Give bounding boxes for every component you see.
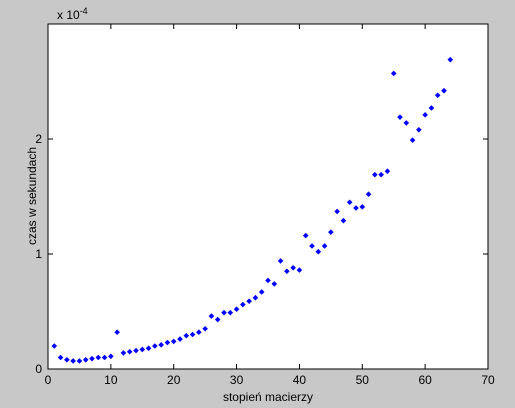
point xyxy=(296,267,303,273)
point xyxy=(64,357,70,363)
point xyxy=(164,339,171,346)
point xyxy=(359,204,366,210)
point xyxy=(277,258,284,264)
point xyxy=(321,243,328,249)
point xyxy=(108,353,114,360)
point xyxy=(378,171,384,178)
point xyxy=(177,336,183,342)
x-axis-label: stopień macierzy xyxy=(223,390,313,404)
point xyxy=(240,301,246,308)
point xyxy=(309,243,315,249)
y-axis-label: czas w sekundach xyxy=(25,147,39,245)
point xyxy=(158,342,164,348)
point xyxy=(246,298,252,304)
point xyxy=(284,268,290,275)
point xyxy=(189,331,196,338)
point xyxy=(57,354,64,361)
point xyxy=(126,348,133,355)
x-tick-label: 0 xyxy=(45,373,52,387)
point xyxy=(208,313,215,319)
y-tick-label: 1 xyxy=(35,247,42,261)
point xyxy=(252,294,259,301)
point xyxy=(233,306,240,312)
point xyxy=(76,358,83,364)
exponent-power: -4 xyxy=(80,6,88,16)
point xyxy=(227,309,234,316)
point xyxy=(196,329,202,335)
point xyxy=(70,358,76,364)
point xyxy=(95,354,102,361)
point xyxy=(265,277,271,284)
point xyxy=(152,343,158,349)
point xyxy=(170,338,177,345)
point xyxy=(372,171,378,178)
point xyxy=(139,346,146,353)
point xyxy=(340,217,347,224)
point xyxy=(441,87,447,94)
point xyxy=(302,232,309,239)
y-tick-label: 2 xyxy=(35,132,42,146)
point xyxy=(422,112,428,118)
point xyxy=(183,332,190,339)
point xyxy=(353,205,359,211)
point xyxy=(290,265,296,271)
point xyxy=(202,325,208,332)
point xyxy=(82,357,89,363)
point xyxy=(271,281,278,287)
point xyxy=(145,345,152,352)
x-tick-label: 20 xyxy=(167,373,181,387)
point xyxy=(397,114,403,120)
point xyxy=(214,316,221,323)
point xyxy=(114,329,120,335)
point xyxy=(390,70,397,77)
point xyxy=(51,343,58,349)
x-tick-label: 70 xyxy=(481,373,495,387)
point xyxy=(89,355,95,362)
y-tick-label: 0 xyxy=(35,362,42,376)
point xyxy=(403,120,410,126)
x-tick-label: 40 xyxy=(293,373,307,387)
point xyxy=(101,354,108,361)
point xyxy=(447,56,454,63)
point xyxy=(384,168,391,174)
point xyxy=(315,248,322,255)
x-tick-label: 60 xyxy=(418,373,432,387)
point xyxy=(334,208,340,215)
x-tick-label: 50 xyxy=(356,373,370,387)
point xyxy=(416,127,422,133)
x-tick-label: 10 xyxy=(104,373,118,387)
y-exponent: x 10-4 xyxy=(57,6,88,22)
point xyxy=(365,191,372,197)
point xyxy=(133,347,139,354)
point xyxy=(221,309,227,316)
point xyxy=(428,105,435,111)
x-tick-label: 30 xyxy=(230,373,244,387)
point xyxy=(328,229,334,235)
point xyxy=(120,350,127,356)
point xyxy=(434,92,441,99)
plot-area xyxy=(47,23,489,370)
point xyxy=(409,137,416,143)
point xyxy=(258,289,265,295)
point xyxy=(346,199,353,206)
exponent-base: x 10 xyxy=(57,8,80,22)
